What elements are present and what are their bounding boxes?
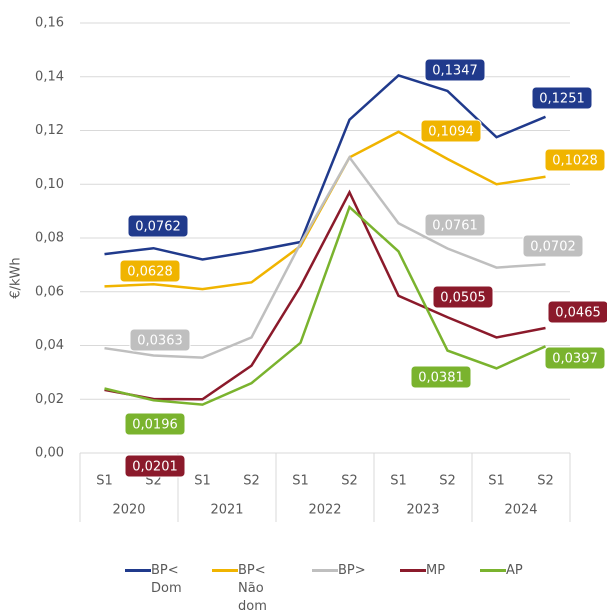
x-tick-label: S1 bbox=[488, 474, 505, 489]
y-tick-label: 0,12 bbox=[35, 123, 64, 138]
y-axis-label: €/kWh bbox=[9, 257, 24, 298]
y-tick-label: 0,00 bbox=[35, 446, 64, 461]
value-label-box bbox=[124, 454, 186, 478]
value-label: 0,0397 bbox=[552, 352, 598, 367]
value-label: 0,0628 bbox=[127, 265, 173, 280]
value-label-box bbox=[544, 148, 606, 172]
legend-label: BP< Não dom bbox=[238, 563, 267, 614]
x-tick-label: S1 bbox=[96, 474, 113, 489]
x-group-label: 2024 bbox=[504, 503, 537, 518]
series-line bbox=[104, 73, 546, 261]
value-label: 0,1094 bbox=[428, 125, 474, 140]
value-label-box bbox=[544, 346, 606, 370]
y-tick-label: 0,14 bbox=[35, 69, 64, 84]
x-tick-label: S2 bbox=[341, 474, 358, 489]
series-line bbox=[104, 189, 546, 401]
y-tick-label: 0,06 bbox=[35, 284, 64, 299]
value-label-box bbox=[124, 412, 186, 436]
y-tick-label: 0,10 bbox=[35, 177, 64, 192]
value-label: 0,1028 bbox=[552, 154, 598, 169]
value-label-box bbox=[127, 214, 189, 238]
value-label-box bbox=[522, 234, 584, 258]
value-label: 0,0702 bbox=[530, 240, 576, 255]
legend-swatch bbox=[125, 569, 151, 572]
x-tick-label: S1 bbox=[194, 474, 211, 489]
y-tick-label: 0,02 bbox=[35, 392, 64, 407]
value-label: 0,0363 bbox=[137, 334, 183, 349]
value-label: 0,0465 bbox=[555, 306, 601, 321]
x-tick-label: S1 bbox=[292, 474, 309, 489]
legend-item: AP bbox=[480, 562, 552, 580]
legend-label: BP< Dom bbox=[151, 563, 182, 596]
legend-swatch bbox=[480, 569, 506, 572]
value-label-box bbox=[424, 58, 486, 82]
legend-label: AP bbox=[506, 563, 523, 578]
x-tick-label: S1 bbox=[390, 474, 407, 489]
legend-label: BP> bbox=[338, 563, 366, 578]
value-label: 0,0381 bbox=[418, 371, 464, 386]
x-group-label: 2020 bbox=[112, 503, 145, 518]
value-label-box bbox=[547, 300, 607, 324]
x-tick-label: S2 bbox=[243, 474, 260, 489]
legend-item: BP> bbox=[312, 562, 384, 580]
value-label-box bbox=[129, 328, 191, 352]
x-tick-label: S2 bbox=[439, 474, 456, 489]
y-tick-label: 0,08 bbox=[35, 231, 64, 246]
value-label: 0,0196 bbox=[132, 418, 178, 433]
x-group-label: 2023 bbox=[406, 503, 439, 518]
chart: €/kWh 0,00 0,02 0,04 0,06 0,08 0,10 0,12 0,14 0,… bbox=[9, 16, 607, 522]
y-tick-label: 0,16 bbox=[35, 16, 64, 31]
value-label: 0,0762 bbox=[135, 220, 181, 235]
value-label-box bbox=[410, 365, 472, 389]
x-group-label: 2021 bbox=[210, 503, 243, 518]
value-label: 0,1347 bbox=[432, 64, 478, 79]
x-tick-label: S2 bbox=[537, 474, 554, 489]
y-tick-label: 0,04 bbox=[35, 338, 64, 353]
x-group-label: 2022 bbox=[308, 503, 341, 518]
legend-swatch bbox=[400, 569, 426, 572]
page: {"chart_data": {"type": "line", "y_axis_… bbox=[8, 15, 607, 614]
legend-item: BP< Dom bbox=[125, 562, 197, 598]
value-label-box bbox=[432, 285, 494, 309]
legend-swatch bbox=[212, 569, 238, 572]
legend-label: MP bbox=[426, 563, 446, 578]
legend-item: BP< Não dom bbox=[212, 562, 284, 616]
value-label: 0,0761 bbox=[432, 219, 478, 234]
legend-item: MP bbox=[400, 562, 472, 580]
series-line bbox=[104, 155, 546, 359]
value-label-box bbox=[420, 119, 482, 143]
value-label-box bbox=[119, 259, 181, 283]
value-label: 0,1251 bbox=[539, 92, 585, 107]
value-label-box bbox=[424, 213, 486, 237]
legend-swatch bbox=[312, 569, 338, 572]
value-label: 0,0505 bbox=[440, 291, 486, 306]
value-label-box bbox=[531, 86, 593, 110]
value-label: 0,0201 bbox=[132, 460, 178, 475]
series-line bbox=[104, 204, 547, 406]
